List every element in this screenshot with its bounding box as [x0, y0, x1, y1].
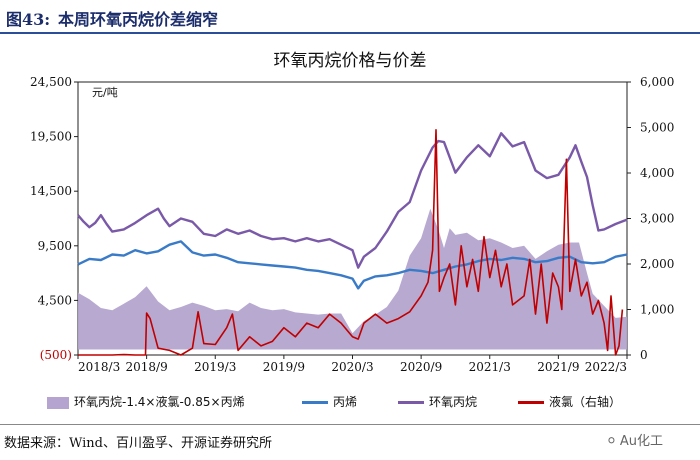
left-axis-tick-label: 4,500 — [38, 293, 72, 307]
series-line-liquid-chlorine — [78, 129, 624, 356]
watermark: ⚪ Au化工 — [606, 430, 663, 449]
right-axis-tick-label: 4,000 — [640, 166, 674, 180]
legend-label-propylene: 丙烯 — [333, 395, 358, 409]
axes-group: (500) 4,500 9,500 14,500 19,500 24,500 元/吨 0 1,0… — [30, 75, 674, 374]
data-source-note: 数据来源：Wind、百川盈孚、开源证券研究所 — [4, 436, 272, 451]
header-rule — [0, 32, 700, 34]
legend-item-spread: 环氧丙烷-1.4×液氯-0.85×丙烯 — [47, 393, 245, 410]
legend-item-chlorine: 液氯（右轴） — [518, 393, 621, 410]
series-area-spread — [78, 208, 627, 350]
footer-rule — [0, 424, 700, 425]
x-axis-tick-label: 2019/9 — [263, 360, 305, 374]
x-axis-tick-label: 2021/9 — [537, 360, 579, 374]
legend-swatch-chlorine — [518, 401, 544, 404]
x-axis-tick-label: 2022/3 — [585, 360, 627, 374]
chart-title: 环氧丙烷价格与价差 — [273, 51, 427, 71]
figure-header: 图43: 本周环氧丙烷价差缩窄 — [0, 0, 700, 34]
left-axis-tick-label: 14,500 — [30, 184, 72, 198]
series-line-propylene-oxide — [77, 132, 628, 269]
x-axis-tick-label: 2018/9 — [126, 360, 168, 374]
figure-number: 图43: — [6, 10, 51, 29]
figure-title: 本周环氧丙烷价差缩窄 — [58, 10, 219, 29]
right-axis-tick-label: 3,000 — [640, 212, 674, 226]
left-axis-unit: 元/吨 — [92, 86, 118, 99]
x-axis-tick-label: 2018/3 — [78, 360, 120, 374]
right-axis-tick-label: 6,000 — [640, 75, 674, 89]
legend-label-po: 环氧丙烷 — [429, 395, 478, 409]
legend-swatch-po — [398, 401, 424, 404]
series-line-propylene — [77, 240, 628, 290]
right-axis-tick-label: 1,000 — [640, 303, 674, 317]
legend-item-po: 环氧丙烷 — [398, 393, 477, 410]
x-axis-tick-label: 2019/3 — [194, 360, 236, 374]
left-axis-tick-label: 9,500 — [38, 239, 72, 253]
right-axis-tick-label: 5,000 — [640, 121, 674, 135]
watermark-text: Au化工 — [619, 434, 664, 449]
chart-legend: 环氧丙烷-1.4×液氯-0.85×丙烯 丙烯 环氧丙烷 液氯（右轴） — [0, 391, 700, 411]
line-series-group — [77, 129, 628, 356]
legend-swatch-propylene — [302, 401, 328, 404]
legend-label-spread: 环氧丙烷-1.4×液氯-0.85×丙烯 — [74, 395, 245, 409]
right-axis-tick-label: 0 — [640, 348, 648, 362]
spread-area-series — [78, 208, 627, 350]
x-axis-tick-label: 2020/9 — [400, 360, 442, 374]
x-axis-tick-label: 2021/3 — [469, 360, 511, 374]
left-axis-tick-label: 19,500 — [30, 130, 72, 144]
wechat-icon: ⚪ — [606, 434, 617, 449]
left-axis-tick-label: (500) — [40, 348, 72, 362]
chart-canvas: (500) 4,500 9,500 14,500 19,500 24,500 元/吨 0 1,0… — [30, 75, 674, 374]
right-axis-tick-label: 2,000 — [640, 257, 674, 271]
legend-item-propylene: 丙烯 — [302, 393, 357, 410]
legend-swatch-spread — [47, 396, 69, 409]
left-axis-tick-label: 24,500 — [30, 75, 72, 89]
x-axis-tick-label: 2020/3 — [331, 360, 373, 374]
legend-label-chlorine: 液氯（右轴） — [549, 395, 622, 409]
